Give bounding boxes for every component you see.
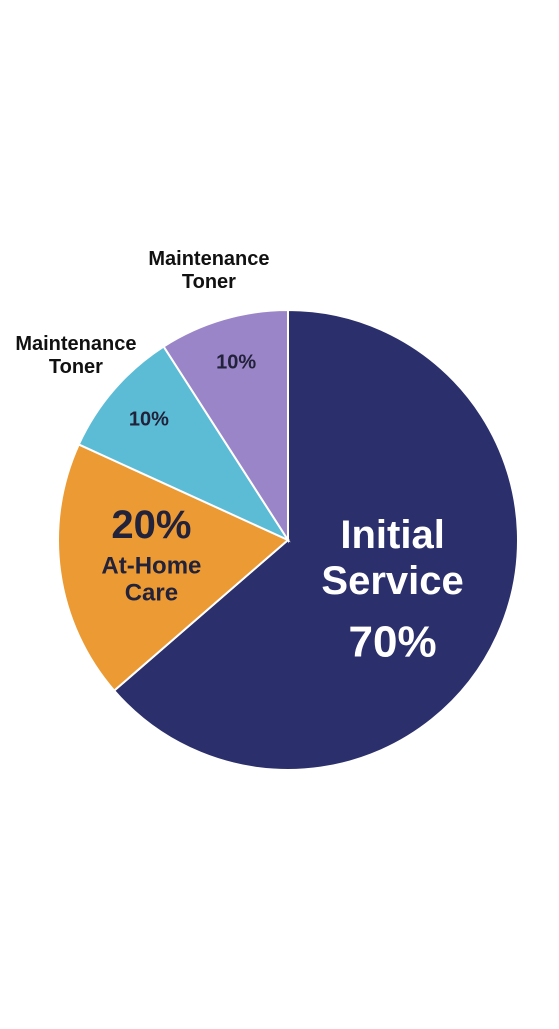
slice xyxy=(77,345,291,543)
slice xyxy=(57,443,290,693)
slice-label: 10% xyxy=(216,351,257,374)
slice-label: 20% xyxy=(111,502,192,547)
slice xyxy=(162,308,289,544)
slice-label: Initial Service xyxy=(321,512,464,603)
slice-label: At-Home Care xyxy=(101,552,202,607)
slice-label: Maintenance Toner xyxy=(15,333,137,379)
slice xyxy=(112,308,519,771)
slice-label: Maintenance Toner xyxy=(148,247,270,293)
slice-label: 10% xyxy=(128,408,169,430)
slice-label: 70% xyxy=(348,617,437,667)
